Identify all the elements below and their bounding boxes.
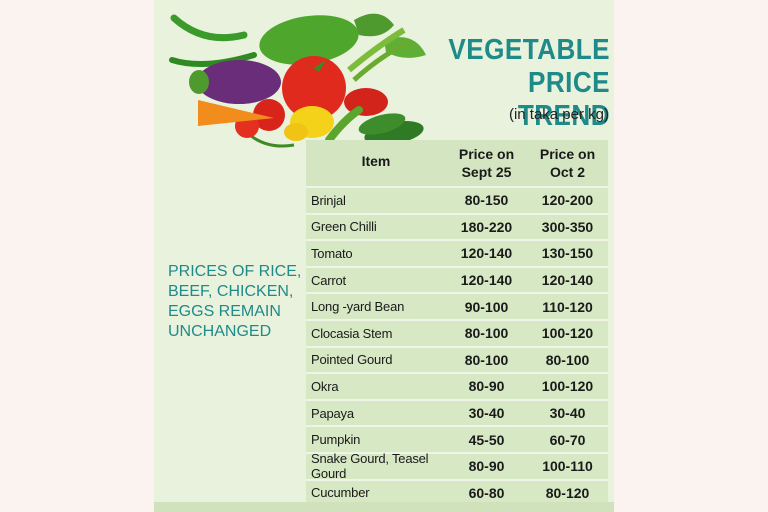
page-title: VEGETABLE PRICE TREND [434,34,610,133]
item-cell: Okra [311,378,339,394]
item-cell: Papaya [311,405,354,421]
oct2-cell: 60-70 [549,431,586,448]
item-cell: Pumpkin [311,432,361,448]
price-table: Item Price on Sept 25 Price on Oct 2 Bri… [306,140,608,506]
table-row: Cucumber 60-80 80-120 [306,478,608,506]
vegetables-illustration [169,13,426,148]
sept25-cell: 180-220 [460,218,513,235]
table-row: Clocasia Stem 80-100 100-120 [306,318,608,346]
table-row: Snake Gourd, Teasel Gourd 80-90 100-110 [306,451,608,482]
sept25-cell: 80-150 [464,192,509,209]
item-cell: Brinjal [311,192,346,208]
oct2-cell: 120-200 [541,192,594,209]
item-cell: Tomato [311,245,353,261]
title-line-1: VEGETABLE [448,34,610,66]
sept25-cell: 80-100 [464,351,509,368]
item-cell: Green Chilli [311,219,377,235]
item-cell: Carrot [311,272,346,288]
item-cell: Snake Gourd, Teasel Gourd [311,451,429,482]
sept25-cell: 120-140 [460,272,513,289]
subtitle: (in taka per kg) [508,106,609,123]
oct2-cell: 80-100 [545,351,590,368]
sept25-cell: 30-40 [468,405,505,422]
header-item: Item [361,153,391,169]
oct2-cell: 300-350 [541,218,594,235]
header-sept25: Price on Sept 25 [458,146,515,180]
sept25-cell: 80-100 [464,325,509,342]
table-row: Carrot 120-140 120-140 [306,265,608,293]
side-note: PRICES OF RICE, BEEF, CHICKEN, EGGS REMA… [168,263,302,340]
oct2-cell: 100-110 [542,458,593,475]
table-header: Item Price on Sept 25 Price on Oct 2 [306,140,608,186]
table-row: Okra 80-90 100-120 [306,372,608,399]
oct2-cell: 110-120 [542,298,593,315]
table-row: Tomato 120-140 130-150 [306,239,608,266]
oct2-cell: 100-120 [541,378,594,395]
sept25-cell: 60-80 [468,484,505,501]
item-cell: Clocasia Stem [311,325,393,341]
oct2-cell: 130-150 [541,245,594,262]
oct2-cell: 100-120 [541,325,594,342]
sept25-cell: 80-90 [468,458,505,475]
header-oct2: Price on Oct 2 [539,146,596,180]
table-row: Long -yard Bean 90-100 110-120 [306,292,608,319]
table-row: Brinjal 80-150 120-200 [306,186,608,213]
table-row: Pumpkin 45-50 60-70 [306,425,608,452]
item-cell: Cucumber [311,485,370,501]
oct2-cell: 80-120 [545,484,590,501]
bottom-band [154,502,614,512]
table-row: Pointed Gourd 80-100 80-100 [306,345,608,373]
sept25-cell: 45-50 [468,431,505,448]
sept25-cell: 120-140 [460,245,513,262]
item-cell: Pointed Gourd [311,352,393,368]
item-cell: Long -yard Bean [311,299,405,315]
oct2-cell: 120-140 [541,272,594,289]
table-row: Papaya 30-40 30-40 [306,398,608,426]
sept25-cell: 80-90 [468,378,505,395]
sept25-cell: 90-100 [464,298,509,315]
table-row: Green Chilli 180-220 300-350 [306,212,608,240]
infographic-card: VEGETABLE PRICE TREND (in taka per kg) P… [154,0,614,512]
title-line-2: PRICE TREND [517,67,610,132]
oct2-cell: 30-40 [549,405,586,422]
